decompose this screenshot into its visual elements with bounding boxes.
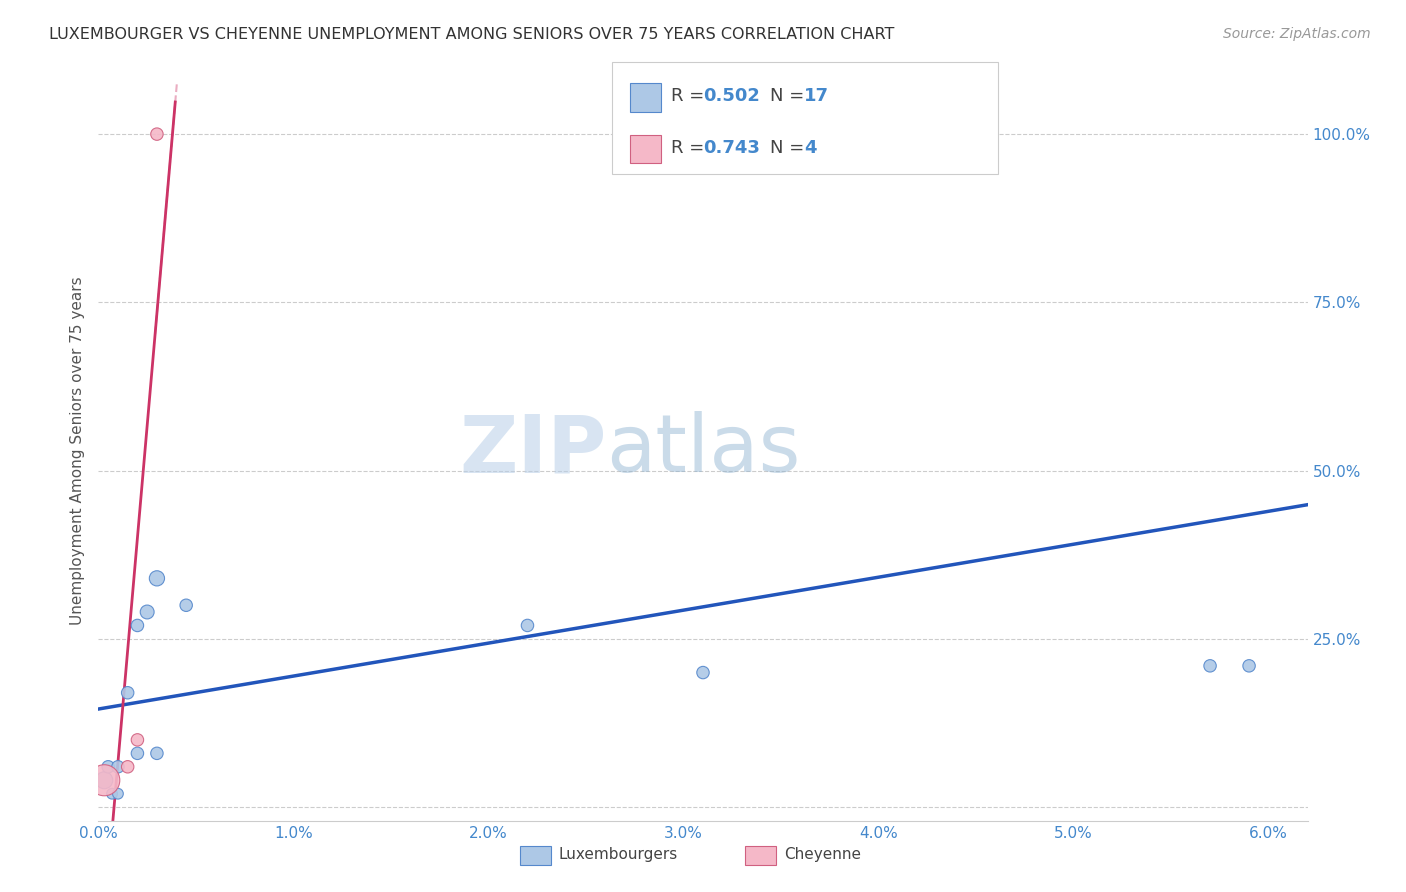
Text: ZIP: ZIP — [458, 411, 606, 490]
Text: N =: N = — [770, 139, 810, 157]
Point — [93, 773, 115, 788]
Y-axis label: Unemployment Among Seniors over 75 years: Unemployment Among Seniors over 75 years — [69, 277, 84, 624]
Text: LUXEMBOURGER VS CHEYENNE UNEMPLOYMENT AMONG SENIORS OVER 75 YEARS CORRELATION CH: LUXEMBOURGER VS CHEYENNE UNEMPLOYMENT AM… — [49, 27, 894, 42]
Text: R =: R = — [671, 139, 710, 157]
Point — [174, 599, 197, 613]
Point — [1199, 658, 1222, 673]
Text: R =: R = — [671, 87, 710, 105]
Point — [146, 127, 169, 141]
Point — [146, 747, 169, 761]
Point — [97, 760, 120, 774]
Point — [692, 665, 714, 680]
Text: Cheyenne: Cheyenne — [785, 847, 862, 862]
Text: 0.502: 0.502 — [703, 87, 759, 105]
Text: 17: 17 — [804, 87, 830, 105]
Text: Luxembourgers: Luxembourgers — [558, 847, 678, 862]
Point — [107, 787, 129, 801]
Point — [93, 773, 115, 788]
Point — [516, 618, 538, 632]
Point — [146, 571, 169, 585]
Point — [117, 686, 139, 700]
Point — [127, 747, 149, 761]
Point — [117, 760, 139, 774]
Point — [907, 127, 929, 141]
Point — [1237, 658, 1260, 673]
Text: 4: 4 — [804, 139, 817, 157]
Text: atlas: atlas — [606, 411, 800, 490]
Text: Source: ZipAtlas.com: Source: ZipAtlas.com — [1223, 27, 1371, 41]
Point — [127, 732, 149, 747]
Text: N =: N = — [770, 87, 810, 105]
Point — [127, 618, 149, 632]
Point — [107, 760, 129, 774]
Point — [136, 605, 159, 619]
Point — [101, 787, 124, 801]
Text: 0.743: 0.743 — [703, 139, 759, 157]
